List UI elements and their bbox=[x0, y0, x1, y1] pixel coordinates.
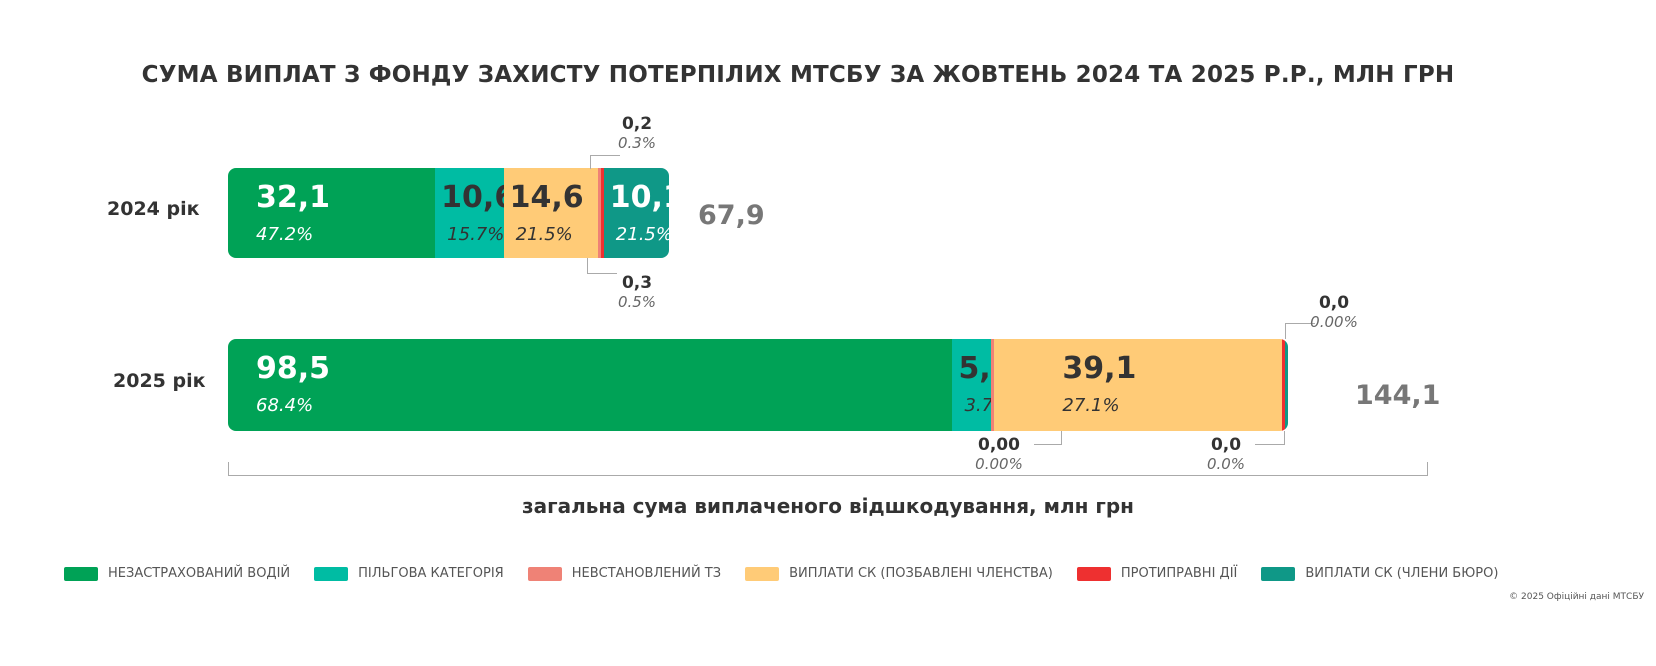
legend-swatch bbox=[1076, 566, 1111, 581]
bar-segment: 39,1 27.1% bbox=[994, 339, 1282, 431]
callout-pct: 0.3% bbox=[617, 134, 657, 152]
row-label-2025: 2025 рік bbox=[113, 370, 206, 392]
callout-2025-protypravni: 0,0 0.0% bbox=[1200, 435, 1252, 473]
callout-line bbox=[1255, 431, 1285, 445]
legend-label: НЕЗАСТРАХОВАНИЙ ВОДІЙ bbox=[108, 566, 291, 581]
chart-title: СУМА ВИПЛАТ З ФОНДУ ЗАХИСТУ ПОТЕРПІЛИХ М… bbox=[141, 62, 1455, 88]
segment-value: 32,1 bbox=[256, 180, 331, 215]
legend-item: ВИПЛАТИ СК (ЧЛЕНИ БЮРО) bbox=[1261, 566, 1498, 581]
bar-segment: 10,1 21.5% bbox=[603, 168, 669, 258]
segment-percent: 68.4% bbox=[256, 395, 314, 416]
total-2025: 144,1 bbox=[1355, 380, 1441, 411]
legend-swatch bbox=[1261, 566, 1296, 581]
legend-label: ПРОТИПРАВНІ ДІЇ bbox=[1120, 566, 1238, 581]
segment-value: 14,6 bbox=[509, 180, 584, 215]
callout-pct: 0.00% bbox=[1310, 313, 1358, 331]
bar-segment bbox=[991, 339, 995, 431]
bar-segment: 98,5 68.4% bbox=[228, 339, 953, 431]
bar-segment: 5,3 3.7% bbox=[952, 339, 1012, 431]
callout-value: 0,0 bbox=[1318, 293, 1350, 313]
callout-2025-nevstanovlenyi: 0,00 0.00% bbox=[966, 435, 1032, 473]
legend-item: ВИПЛАТИ СК (ПОЗБАВЛЕНІ ЧЛЕНСТВА) bbox=[745, 566, 1053, 581]
callout-pct: 0.00% bbox=[975, 455, 1023, 473]
callout-2025-chleny-buro: 0,0 0.00% bbox=[1306, 293, 1362, 331]
bar-segment bbox=[600, 168, 604, 258]
bar-2024: 32,1 47.2% 10,6 15.7%14,6 21.5% 10,1 21.5% bbox=[228, 168, 669, 258]
callout-value: 0,2 bbox=[621, 114, 653, 134]
callout-pct: 0.0% bbox=[1206, 455, 1246, 473]
legend-swatch bbox=[314, 566, 349, 581]
legend-item: НЕЗАСТРАХОВАНИЙ ВОДІЙ bbox=[64, 566, 290, 581]
callout-value: 0,00 bbox=[978, 435, 1020, 455]
bar-segment: 32,1 47.2% bbox=[228, 168, 436, 258]
callout-line bbox=[590, 155, 620, 169]
legend-label: ВИПЛАТИ СК (ЧЛЕНИ БЮРО) bbox=[1305, 566, 1499, 581]
segment-percent: 21.5% bbox=[615, 224, 669, 245]
bar-segment bbox=[597, 168, 601, 258]
x-axis-bracket bbox=[228, 462, 1428, 476]
callout-2024-nevstanovlenyi: 0,3 0.5% bbox=[612, 273, 662, 311]
bar-2025: 98,5 68.4% 5,3 3.7% 39,1 27.1% bbox=[228, 339, 1288, 431]
callout-pct: 0.5% bbox=[617, 293, 657, 311]
bar-segment bbox=[1284, 339, 1288, 431]
bar-segment: 10,6 15.7% bbox=[435, 168, 515, 258]
legend-label: НЕВСТАНОВЛЕНИЙ ТЗ bbox=[571, 566, 722, 581]
segment-value: 98,5 bbox=[256, 351, 331, 386]
segment-value: 10,6 bbox=[441, 180, 516, 215]
segment-value: 10,1 bbox=[609, 180, 669, 215]
legend-label: ВИПЛАТИ СК (ПОЗБАВЛЕНІ ЧЛЕНСТВА) bbox=[789, 566, 1053, 581]
legend-swatch bbox=[745, 566, 780, 581]
legend-label: ПІЛЬГОВА КАТЕГОРІЯ bbox=[358, 566, 504, 581]
segment-percent: 15.7% bbox=[447, 224, 505, 245]
segment-percent: 21.5% bbox=[515, 224, 573, 245]
legend-item: ПРОТИПРАВНІ ДІЇ bbox=[1076, 566, 1238, 581]
legend-swatch bbox=[527, 566, 562, 581]
legend-swatch bbox=[64, 566, 98, 581]
callout-2024-protypravni: 0,2 0.3% bbox=[612, 114, 662, 152]
callout-line bbox=[587, 258, 617, 274]
row-label-2024: 2024 рік bbox=[107, 198, 200, 220]
segment-percent: 27.1% bbox=[1062, 395, 1120, 416]
footer-credit: © 2025 Офіційні дані МТСБУ bbox=[1509, 592, 1644, 602]
bar-segment bbox=[1281, 339, 1285, 431]
callout-value: 0,0 bbox=[1210, 435, 1242, 455]
callout-value: 0,3 bbox=[621, 273, 653, 293]
callout-line bbox=[1034, 431, 1062, 445]
callout-line bbox=[1285, 323, 1315, 339]
legend: НЕЗАСТРАХОВАНИЙ ВОДІЙ ПІЛЬГОВА КАТЕГОРІЯ Н… bbox=[64, 566, 1498, 581]
segment-percent: 47.2% bbox=[256, 224, 314, 245]
total-2024: 67,9 bbox=[698, 200, 765, 231]
legend-item: ПІЛЬГОВА КАТЕГОРІЯ bbox=[314, 566, 504, 581]
legend-item: НЕВСТАНОВЛЕНИЙ ТЗ bbox=[527, 566, 722, 581]
x-axis-label: загальна сума виплаченого відшкодування,… bbox=[522, 494, 1134, 518]
bar-segment: 14,6 21.5% bbox=[503, 168, 598, 258]
segment-value: 39,1 bbox=[1062, 351, 1137, 386]
